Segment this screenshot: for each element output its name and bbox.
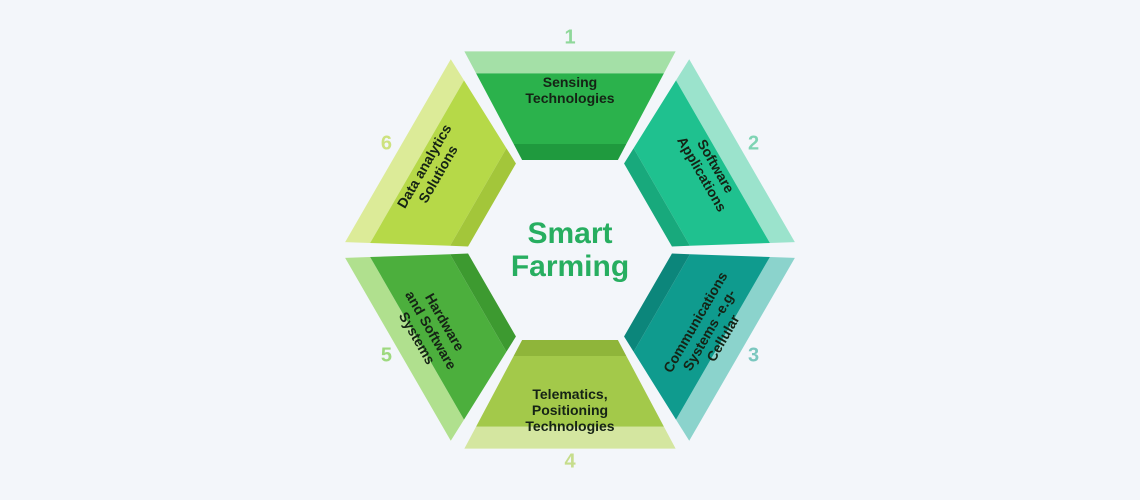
segment-4-outer xyxy=(464,427,675,449)
segment-4-main xyxy=(476,356,664,427)
segment-1-outer xyxy=(464,51,675,73)
center-title: Smart Farming xyxy=(511,217,629,283)
segment-1-inner xyxy=(514,144,627,160)
segment-1-main xyxy=(476,73,664,144)
segment-4-inner xyxy=(514,340,627,356)
diagram-stage: Sensing Technologies1Software Applicatio… xyxy=(0,0,1140,500)
